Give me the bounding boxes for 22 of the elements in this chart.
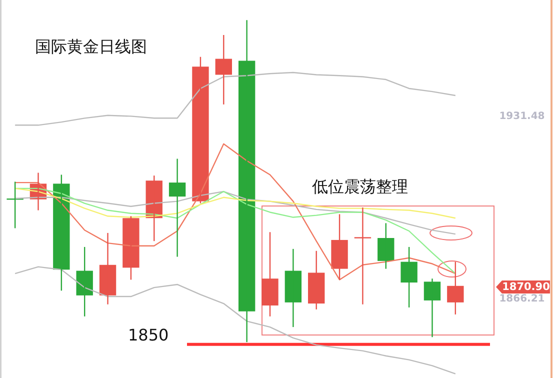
candlestick [331,214,348,280]
y-tick-label: 1931.48 [499,110,545,122]
annotation: 低位震荡整理 [312,177,408,196]
text: 国际黄金日线图 [35,37,147,56]
ref-line-label: 1850 [128,325,169,344]
line-series [14,72,456,126]
candlestick [424,278,441,338]
candlestick [262,232,278,317]
candlestick [76,246,93,317]
y-tick-label: 1866.21 [499,294,545,305]
candlestick [378,222,394,270]
text: 1870.90 [502,281,550,293]
candlestick [53,174,70,292]
candlestick [122,216,140,280]
line-series [14,266,456,374]
candlestick [447,261,464,316]
candlestick [308,250,325,310]
candlestick [400,246,418,308]
candlestick [192,56,209,204]
candlestick [354,206,372,305]
candlestick [168,158,186,258]
candlestick [215,34,232,106]
